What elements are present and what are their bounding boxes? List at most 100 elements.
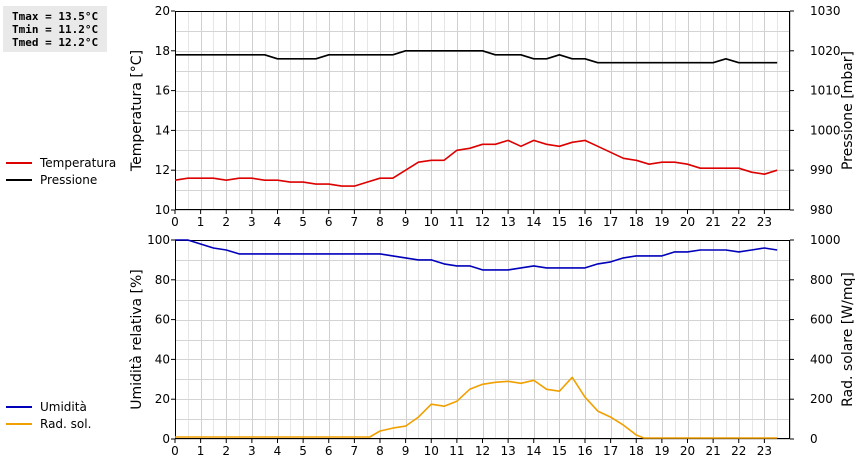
chart1-y-tick-label: 14 [155, 123, 170, 137]
chart1-x-tick-label: 13 [500, 215, 515, 229]
chart2-y2-tick-label: 200 [810, 392, 833, 406]
chart2-y2-axis-title: Rad. solare [W/mq] [840, 272, 856, 407]
chart2-x-tick-label: 0 [171, 444, 179, 458]
chart1-x-tick-label: 12 [475, 215, 490, 229]
tmax-label: Tmax = 13.5°C [12, 10, 99, 23]
chart1-y2-tick-label: 1030 [810, 4, 841, 18]
chart2-x-tick-label: 9 [402, 444, 410, 458]
chart2-x-tick-label: 5 [299, 444, 307, 458]
legend-top: Temperatura Pressione [6, 154, 116, 188]
chart2-x-tick-label: 19 [654, 444, 669, 458]
chart1-y-tick-label: 12 [155, 163, 170, 177]
chart2-x-tick-label: 2 [222, 444, 230, 458]
chart2-x-tick-label: 17 [603, 444, 618, 458]
legend-label-pressione: Pressione [40, 172, 98, 187]
chart1-series-pressione [175, 49, 778, 64]
chart1-x-tick-label: 17 [603, 215, 618, 229]
chart1-y2-tick-label: 1010 [810, 84, 841, 98]
chart2-x-tick-label: 3 [248, 444, 256, 458]
chart1-y2-axis-title: Pressione [mbar] [840, 51, 856, 170]
legend-item-umidita: Umidità [6, 398, 91, 415]
tmin-label: Tmin = 11.2°C [12, 23, 99, 36]
chart1-x-tick-label: 3 [248, 215, 256, 229]
legend-swatch-radsol [6, 422, 32, 425]
chart1-x-tick-label: 19 [654, 215, 669, 229]
chart2-x-tick-label: 6 [325, 444, 333, 458]
chart2-y2-tick-label: 600 [810, 313, 833, 327]
chart2-x-tick-label: 14 [526, 444, 541, 458]
chart2-x-tick-label: 23 [757, 444, 772, 458]
chart1-y-axis-title: Temperatura [°C] [129, 50, 145, 172]
chart2-x-tick-label: 20 [680, 444, 695, 458]
chart1-frame [175, 11, 790, 210]
chart2-y2-tick-label: 1000 [810, 233, 841, 247]
legend-label-umidita: Umidità [40, 399, 87, 414]
chart1-x-tick-label: 18 [629, 215, 644, 229]
chart1-x-tick-label: 0 [171, 215, 179, 229]
legend-item-radsol: Rad. sol. [6, 415, 91, 432]
chart1-y2-tick-label: 990 [810, 163, 833, 177]
chart1-y-tick-label: 16 [155, 84, 170, 98]
chart2-y-tick-label: 60 [155, 313, 170, 327]
chart2-x-tick-label: 16 [577, 444, 592, 458]
chart2-y-tick-label: 0 [162, 432, 170, 446]
chart1-x-tick-label: 1 [197, 215, 205, 229]
legend-bottom: Umidità Rad. sol. [6, 398, 91, 432]
chart2-x-tick-label: 7 [351, 444, 359, 458]
chart1-y-tick-label: 18 [155, 44, 170, 58]
chart1-x-tick-label: 22 [731, 215, 746, 229]
chart1-x-tick-label: 16 [577, 215, 592, 229]
legend-label-temperatura: Temperatura [40, 155, 117, 170]
chart1-x-tick-label: 21 [705, 215, 720, 229]
tmed-label: Tmed = 12.2°C [12, 36, 99, 49]
chart1-x-tick-label: 23 [757, 215, 772, 229]
chart1-x-tick-label: 9 [402, 215, 410, 229]
chart2-series-umidit [175, 239, 778, 271]
chart2-x-tick-label: 12 [475, 444, 490, 458]
chart2-x-tick-label: 13 [500, 444, 515, 458]
chart1-x-tick-label: 7 [351, 215, 359, 229]
chart2-x-tick-label: 21 [705, 444, 720, 458]
legend-item-temperatura: Temperatura [6, 154, 116, 171]
chart1-x-tick-label: 15 [552, 215, 567, 229]
chart2-x-tick-label: 22 [731, 444, 746, 458]
chart2-x-tick-label: 8 [376, 444, 384, 458]
chart1-x-tick-label: 14 [526, 215, 541, 229]
legend-swatch-umidita [6, 405, 32, 408]
chart2-y2-tick-label: 400 [810, 352, 833, 366]
chart2-y2-tick-label: 0 [810, 432, 818, 446]
chart2-x-tick-label: 11 [449, 444, 464, 458]
legend-swatch-temperatura [6, 161, 32, 164]
chart2-series-rad-sol [175, 376, 778, 439]
chart1-x-tick-label: 11 [449, 215, 464, 229]
chart2-y-tick-label: 100 [147, 233, 170, 247]
chart1-series-temperatura [174, 139, 778, 187]
chart2-frame [175, 240, 790, 439]
chart2-x-tick-label: 4 [274, 444, 282, 458]
chart1-x-tick-label: 5 [299, 215, 307, 229]
chart2-plot-area [175, 240, 790, 439]
chart1-y2-tick-label: 980 [810, 203, 833, 217]
chart1-y2-tick-label: 1000 [810, 123, 841, 137]
chart2-y-tick-label: 80 [155, 273, 170, 287]
chart1-plot-area [175, 11, 790, 210]
chart2-y-tick-label: 40 [155, 352, 170, 366]
chart2-x-tick-label: 18 [629, 444, 644, 458]
chart2-y2-tick-label: 800 [810, 273, 833, 287]
chart2-x-tick-label: 1 [197, 444, 205, 458]
chart1-x-tick-label: 10 [424, 215, 439, 229]
chart1-y-tick-label: 20 [155, 4, 170, 18]
chart1-x-tick-label: 6 [325, 215, 333, 229]
chart2-x-tick-label: 15 [552, 444, 567, 458]
chart1-x-tick-label: 20 [680, 215, 695, 229]
legend-item-pressione: Pressione [6, 171, 116, 188]
legend-label-radsol: Rad. sol. [40, 416, 92, 431]
chart1-y-tick-label: 10 [155, 203, 170, 217]
chart1-y2-tick-label: 1020 [810, 44, 841, 58]
chart2-y-tick-label: 20 [155, 392, 170, 406]
stats-box: Tmax = 13.5°C Tmin = 11.2°C Tmed = 12.2°… [3, 6, 107, 52]
chart1-x-tick-label: 4 [274, 215, 282, 229]
chart1-x-tick-label: 2 [222, 215, 230, 229]
chart1-x-tick-label: 8 [376, 215, 384, 229]
